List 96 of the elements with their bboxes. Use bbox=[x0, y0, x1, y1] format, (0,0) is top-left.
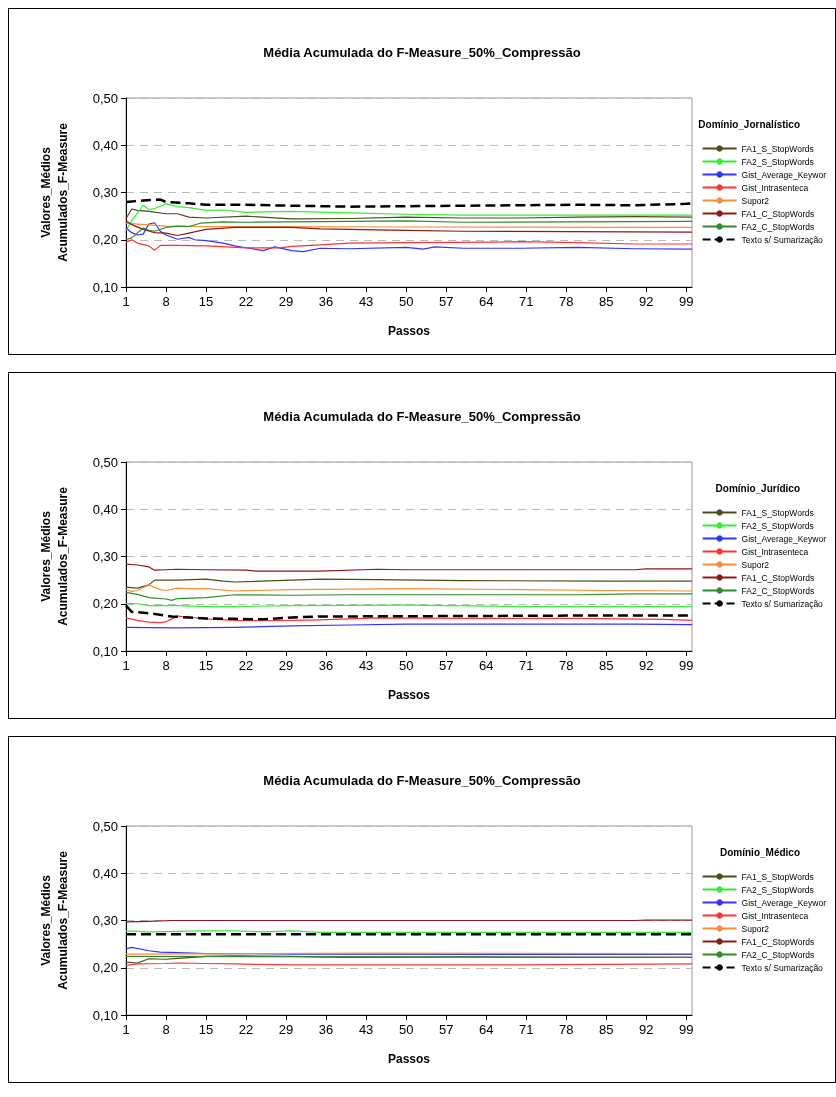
x-tick-label: 92 bbox=[639, 1022, 654, 1037]
legend-label: FA1_S_StopWords bbox=[741, 507, 814, 518]
chart-title: Média Acumulada do F-Measure_50%_Compressão bbox=[263, 45, 581, 60]
legend-label: FA1_C_StopWords bbox=[741, 208, 815, 219]
x-tick-label: 8 bbox=[162, 1022, 170, 1037]
x-tick-label: 22 bbox=[238, 294, 254, 309]
x-tick-label: 1 bbox=[122, 294, 130, 309]
y-tick-label: 0,20 bbox=[92, 596, 118, 612]
y-tick-label: 0,50 bbox=[92, 90, 118, 106]
y-axis-title: Valores_Médios Acumulados_F-Measure bbox=[38, 850, 70, 990]
x-tick-label: 92 bbox=[639, 294, 654, 309]
x-tick-label: 36 bbox=[318, 294, 334, 309]
legend-title: Domínio_Médico bbox=[720, 846, 801, 858]
x-tick-label: 71 bbox=[518, 294, 534, 309]
legend-label: FA2_C_StopWords bbox=[741, 221, 815, 232]
chart-title: Média Acumulada do F-Measure_50%_Compressão bbox=[263, 773, 581, 788]
x-tick-label: 50 bbox=[398, 1022, 414, 1037]
y-tick-label: 0,20 bbox=[92, 232, 118, 248]
x-tick-label: 64 bbox=[478, 294, 494, 309]
legend-label: FA2_S_StopWords bbox=[741, 520, 814, 531]
x-tick-label: 43 bbox=[358, 1022, 374, 1037]
x-tick-label: 36 bbox=[318, 658, 334, 673]
y-tick-label: 0,50 bbox=[92, 454, 118, 470]
legend-label: FA2_S_StopWords bbox=[741, 884, 814, 895]
legend-label: FA1_C_StopWords bbox=[741, 936, 815, 947]
legend-label: FA2_S_StopWords bbox=[741, 156, 814, 167]
x-axis-title: Passos bbox=[387, 1052, 431, 1066]
legend-label: Gist_Intrasenteca bbox=[741, 910, 809, 921]
legend-label: Texto s/ Sumarização bbox=[741, 234, 824, 245]
y-axis-title: Valores_Médios Acumulados_F-Measure bbox=[38, 486, 70, 626]
legend-label: FA1_S_StopWords bbox=[741, 871, 814, 882]
x-tick-label: 99 bbox=[679, 1022, 694, 1037]
x-axis-title: Passos bbox=[387, 324, 431, 338]
x-tick-label: 85 bbox=[599, 294, 614, 309]
x-axis-title: Passos bbox=[387, 688, 431, 702]
x-tick-label: 22 bbox=[238, 1022, 254, 1037]
legend-label: FA1_S_StopWords bbox=[741, 143, 814, 154]
x-tick-label: 85 bbox=[599, 1022, 614, 1037]
x-tick-label: 43 bbox=[358, 658, 374, 673]
legend-label: Texto s/ Sumarização bbox=[741, 598, 824, 609]
legend-label: Gist_Average_Keywor bbox=[741, 169, 827, 180]
x-tick-label: 85 bbox=[599, 658, 614, 673]
x-tick-label: 78 bbox=[558, 1022, 574, 1037]
x-tick-label: 8 bbox=[162, 658, 170, 673]
x-tick-label: 43 bbox=[358, 294, 374, 309]
x-tick-label: 92 bbox=[639, 658, 654, 673]
y-tick-label: 0,10 bbox=[92, 279, 118, 295]
x-tick-label: 57 bbox=[438, 658, 454, 673]
y-tick-label: 0,50 bbox=[92, 818, 118, 834]
legend-label: Supor2 bbox=[741, 559, 770, 570]
legend-label: Supor2 bbox=[741, 923, 770, 934]
x-tick-label: 57 bbox=[438, 1022, 454, 1037]
legend-label: Texto s/ Sumarização bbox=[741, 962, 824, 973]
x-tick-label: 8 bbox=[162, 294, 170, 309]
x-tick-label: 29 bbox=[278, 294, 294, 309]
x-tick-label: 50 bbox=[398, 658, 414, 673]
legend-label: Supor2 bbox=[741, 195, 770, 206]
x-tick-label: 1 bbox=[122, 1022, 130, 1037]
x-tick-label: 1 bbox=[122, 658, 130, 673]
x-tick-label: 15 bbox=[198, 658, 214, 673]
x-tick-label: 78 bbox=[558, 658, 574, 673]
y-tick-label: 0,20 bbox=[92, 960, 118, 976]
x-tick-label: 64 bbox=[478, 1022, 494, 1037]
x-tick-label: 15 bbox=[198, 1022, 214, 1037]
y-axis-title: Valores_Médios Acumulados_F-Measure bbox=[38, 122, 70, 262]
x-tick-label: 78 bbox=[558, 294, 574, 309]
legend-label: Gist_Average_Keywor bbox=[741, 897, 827, 908]
legend-label: Gist_Average_Keywor bbox=[741, 533, 827, 544]
x-tick-label: 36 bbox=[318, 1022, 334, 1037]
y-tick-label: 0,40 bbox=[92, 137, 118, 153]
x-tick-label: 22 bbox=[238, 658, 254, 673]
x-tick-label: 64 bbox=[478, 658, 494, 673]
y-tick-label: 0,30 bbox=[92, 913, 118, 928]
x-tick-label: 15 bbox=[198, 294, 214, 309]
y-tick-label: 0,40 bbox=[92, 865, 118, 881]
x-tick-label: 57 bbox=[438, 294, 454, 309]
legend-label: FA2_C_StopWords bbox=[741, 585, 815, 596]
y-tick-label: 0,30 bbox=[92, 549, 118, 564]
chart-title: Média Acumulada do F-Measure_50%_Compressão bbox=[263, 409, 581, 424]
y-tick-label: 0,10 bbox=[92, 643, 118, 659]
legend-label: FA2_C_StopWords bbox=[741, 949, 815, 960]
x-tick-label: 71 bbox=[518, 1022, 534, 1037]
legend-label: Gist_Intrasenteca bbox=[741, 182, 809, 193]
legend-label: FA1_C_StopWords bbox=[741, 572, 815, 583]
x-tick-label: 29 bbox=[278, 658, 294, 673]
x-tick-label: 71 bbox=[518, 658, 534, 673]
x-tick-label: 99 bbox=[679, 658, 694, 673]
legend-title: Domínio_Jornalístico bbox=[698, 118, 800, 130]
legend-label: Gist_Intrasenteca bbox=[741, 546, 809, 557]
y-tick-label: 0,40 bbox=[92, 501, 118, 517]
y-tick-label: 0,10 bbox=[92, 1007, 118, 1023]
x-tick-label: 99 bbox=[679, 294, 694, 309]
x-tick-label: 29 bbox=[278, 1022, 294, 1037]
x-tick-label: 50 bbox=[398, 294, 414, 309]
y-tick-label: 0,30 bbox=[92, 185, 118, 200]
legend-title: Domínio_Jurídico bbox=[715, 482, 800, 494]
